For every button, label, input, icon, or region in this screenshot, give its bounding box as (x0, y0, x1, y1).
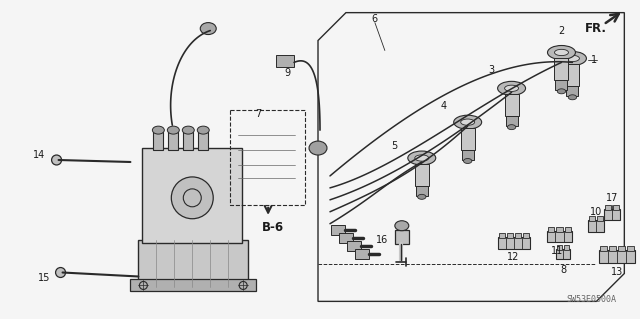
Ellipse shape (182, 126, 195, 134)
Text: 8: 8 (561, 264, 566, 275)
Text: 1: 1 (591, 56, 598, 65)
Bar (168, 132, 179, 150)
Bar (556, 227, 563, 232)
Bar (605, 205, 611, 210)
Ellipse shape (557, 89, 566, 94)
Bar (355, 249, 369, 259)
Ellipse shape (395, 221, 409, 231)
Bar (566, 64, 579, 86)
Ellipse shape (415, 155, 429, 161)
Bar (339, 233, 353, 243)
Text: 5: 5 (390, 141, 397, 151)
Text: 10: 10 (590, 207, 602, 217)
Bar (556, 80, 568, 90)
Bar (557, 249, 570, 259)
Bar (604, 209, 620, 220)
Bar (600, 246, 607, 251)
Bar (554, 58, 568, 80)
Bar (507, 233, 513, 238)
Bar (515, 233, 520, 238)
Text: 11: 11 (551, 246, 564, 256)
Bar (613, 205, 620, 210)
Text: 16: 16 (376, 235, 388, 245)
Ellipse shape (547, 46, 575, 59)
Ellipse shape (554, 49, 568, 56)
Ellipse shape (504, 85, 518, 92)
Bar (276, 56, 294, 67)
Bar (498, 237, 529, 249)
Bar (609, 246, 616, 251)
Ellipse shape (508, 125, 516, 130)
Ellipse shape (454, 115, 482, 129)
Text: 9: 9 (284, 68, 290, 78)
Text: 4: 4 (441, 101, 447, 111)
Text: 3: 3 (488, 65, 495, 75)
Ellipse shape (197, 126, 209, 134)
Bar (565, 227, 572, 232)
Ellipse shape (463, 159, 472, 163)
Bar (461, 128, 475, 150)
Ellipse shape (172, 177, 213, 219)
Bar (506, 116, 518, 126)
Bar (230, 110, 305, 205)
Text: 6: 6 (372, 14, 378, 24)
Bar (154, 132, 163, 150)
Bar (183, 132, 193, 150)
Bar (347, 241, 361, 251)
Bar (395, 230, 409, 244)
Ellipse shape (568, 95, 577, 100)
Text: 15: 15 (38, 273, 51, 284)
Bar (600, 250, 636, 263)
Bar (331, 225, 345, 235)
Text: 12: 12 (508, 252, 520, 262)
Ellipse shape (52, 155, 61, 165)
Bar (566, 86, 579, 96)
Text: 2: 2 (558, 26, 564, 35)
Bar (597, 216, 604, 221)
Bar (416, 186, 428, 196)
Bar (627, 246, 634, 251)
Ellipse shape (56, 268, 65, 278)
Text: B-6: B-6 (262, 221, 284, 234)
Ellipse shape (417, 194, 426, 199)
Ellipse shape (309, 141, 327, 155)
Bar (564, 245, 570, 249)
Ellipse shape (559, 51, 586, 65)
Bar (142, 148, 242, 243)
Ellipse shape (566, 55, 579, 62)
Bar (138, 240, 248, 287)
Ellipse shape (461, 119, 475, 125)
Bar (588, 220, 604, 232)
Text: 14: 14 (33, 150, 45, 160)
Bar (547, 231, 572, 242)
Ellipse shape (167, 126, 179, 134)
Ellipse shape (408, 151, 436, 165)
Bar (131, 279, 256, 292)
Bar (504, 94, 518, 116)
Bar (198, 132, 208, 150)
Bar (618, 246, 625, 251)
Text: SW53E0500A: SW53E0500A (566, 295, 616, 304)
Bar (589, 216, 595, 221)
Text: 7: 7 (255, 109, 261, 119)
Text: 17: 17 (606, 193, 618, 203)
Ellipse shape (200, 23, 216, 34)
Text: FR.: FR. (584, 22, 607, 35)
Ellipse shape (498, 81, 525, 95)
Bar (557, 245, 563, 249)
Bar (415, 164, 429, 186)
Text: 13: 13 (611, 266, 623, 277)
Ellipse shape (152, 126, 164, 134)
Bar (499, 233, 504, 238)
Bar (547, 227, 554, 232)
Bar (461, 150, 474, 160)
Bar (522, 233, 529, 238)
